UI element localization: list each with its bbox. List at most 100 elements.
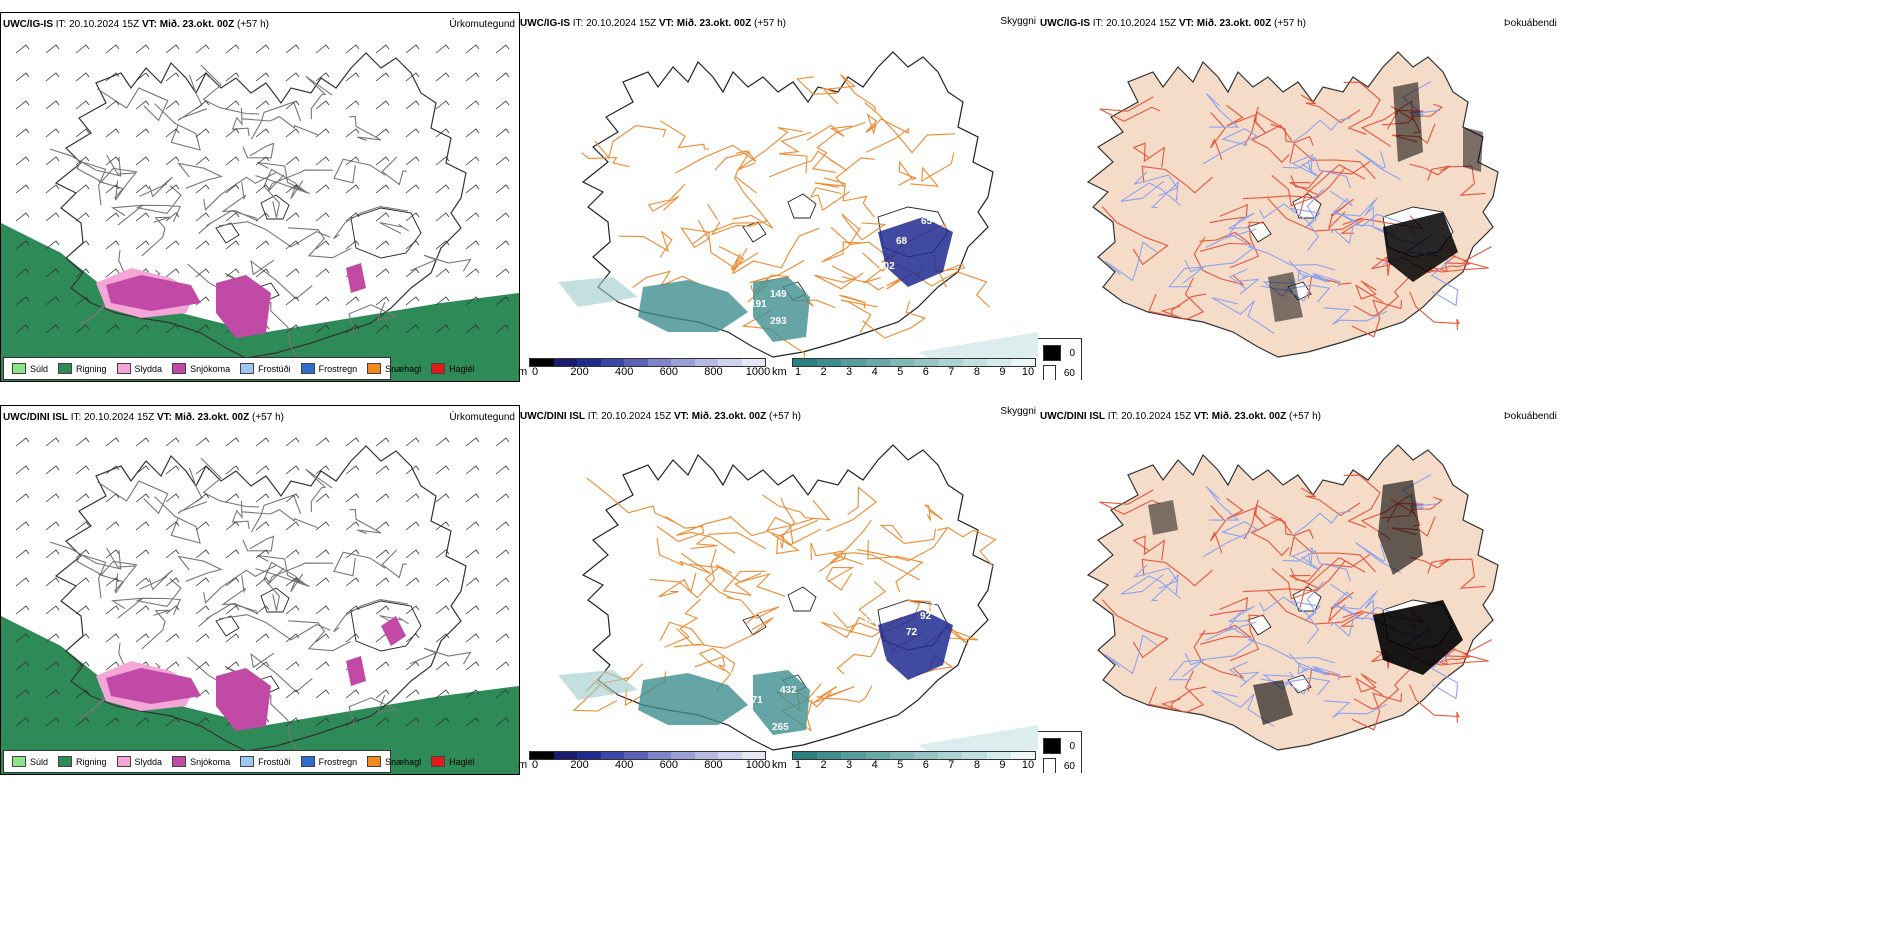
road-line [1271,567,1321,600]
wind-barb [465,521,480,531]
road-line [1355,280,1384,303]
legend-label: Haglél [449,756,475,767]
panel-title: Þokuábendi [1504,411,1557,422]
road-line [1205,93,1240,128]
cloud-base-value-label: 4 [930,601,936,612]
colorbar-segment [694,752,718,759]
cloud-base-value-label: 86 [876,279,888,290]
road-line [796,76,839,105]
wind-barb [405,72,420,82]
wind-barb [195,437,210,447]
road-line [910,152,955,187]
wind-barb [405,689,420,699]
road-line [1229,614,1264,662]
wind-barb [345,212,360,222]
wind-barb [285,633,300,643]
glacier-outline [350,207,422,259]
fog-legend-label: 0 [1069,347,1075,359]
low-visibility-area [638,673,748,725]
colorbar-segment [553,752,577,759]
wind-barb [285,661,300,671]
cloud-base-value-label: 191 [750,299,767,310]
wind-barb [495,156,510,166]
fog-index-area [1268,272,1303,322]
precip-type-panel-bottom: UWC/DINI ISL IT: 20.10.2024 15Z VT: Mið.… [0,405,520,775]
wind-barb [15,633,30,643]
wind-barb [15,465,30,475]
road-line [49,541,122,570]
wind-barb [345,493,360,503]
panel-title: Skyggni [1000,406,1036,417]
road-line [1099,489,1161,515]
colorbar-tick: 200 [570,366,589,378]
wind-barb [435,717,450,727]
snow-area [106,668,201,704]
wind-barb [465,268,480,278]
wind-barb [315,324,330,334]
colorbar-tick: 0 [531,759,539,771]
road-line [811,121,866,174]
road-line [1409,556,1451,574]
legend-label: Frostregn [318,756,358,767]
wind-barb [375,212,390,222]
wind-barb [495,437,510,447]
wind-barb [285,44,300,54]
road-line [111,204,182,223]
road-line [1343,81,1381,135]
wind-barb [495,240,510,250]
wind-barb [375,128,390,138]
road-line [656,516,705,543]
panel-header: UWC/DINI ISL IT: 20.10.2024 15Z VT: Mið.… [1040,411,1321,422]
wind-barb [495,212,510,222]
wind-barb [435,577,450,587]
colorbar-tick: 600 [659,759,678,771]
road-line [1290,188,1325,229]
wind-barb [225,184,240,194]
road-line [690,532,766,550]
road-line [1409,291,1460,330]
colorbar-tick: 400 [615,759,634,771]
road-line [106,547,137,594]
road-line [1209,596,1249,617]
legend-label: Frostregn [318,363,358,374]
wind-barb [45,324,60,334]
wind-barb [45,437,60,447]
road-line [1288,260,1341,288]
wind-barb [435,549,450,559]
wind-barb [345,437,360,447]
road-line [1371,256,1393,276]
wind-barb [495,44,510,54]
colorbar-segment [986,359,1011,366]
wind-barb [105,577,120,587]
road-line [409,254,472,272]
wind-barb [495,577,510,587]
wind-barb [225,577,240,587]
fog-sea-area [918,332,1038,364]
road-line [659,120,710,150]
wind-barb [45,296,60,306]
wind-barb [105,156,120,166]
road-line [203,564,277,604]
road-line [348,301,398,333]
legend-swatch [300,363,315,374]
wind-barb [285,549,300,559]
wind-barb [165,100,180,110]
road-line [349,508,382,535]
legend-label: Snjókoma [190,756,231,767]
wind-barb [435,633,450,643]
road-line [694,656,732,692]
fog-index-area [1378,480,1423,575]
legend-swatch [116,756,131,767]
road-line [1105,241,1159,282]
colorbar-segment [793,752,818,759]
road-line [1353,276,1410,317]
colorbar-segment [938,359,963,366]
wind-barb [75,184,90,194]
colorbar-strip [529,358,766,367]
wind-barb [435,465,450,475]
wind-barb [345,184,360,194]
precip-legend-item: Frostúði [240,363,291,374]
road-line [97,480,169,515]
wind-barb [465,437,480,447]
